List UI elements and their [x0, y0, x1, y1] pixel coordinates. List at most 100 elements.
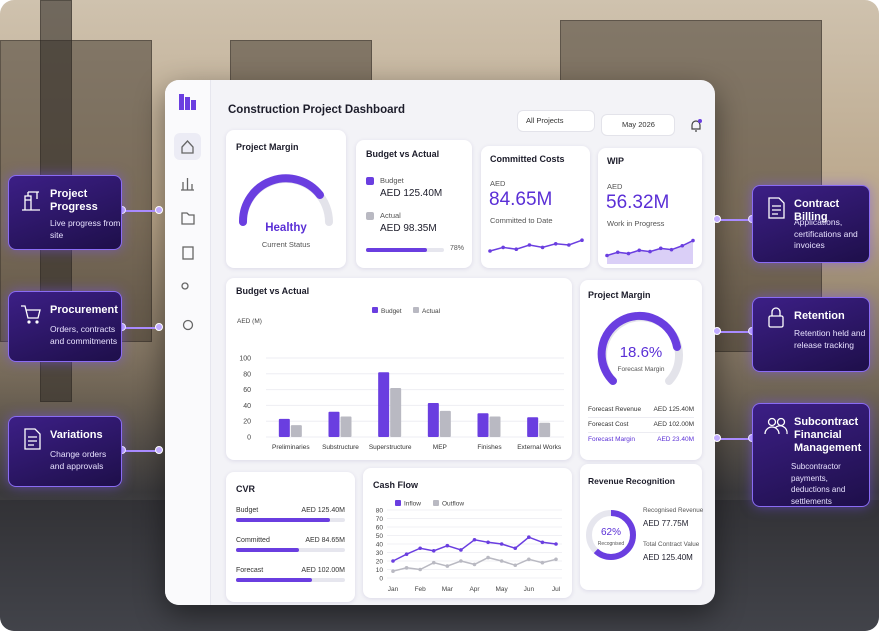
series-point: [472, 562, 477, 567]
row-value: AED 102.00M: [653, 421, 694, 428]
card-title: Revenue Recognition: [588, 476, 675, 486]
sidebar: [165, 80, 211, 605]
status-gauge: [238, 174, 333, 226]
series-point: [527, 557, 531, 562]
row-divider: [588, 432, 694, 433]
callout-text: Applications, certifications and invoice…: [794, 217, 858, 250]
bar: [477, 413, 489, 437]
cash-flow-card: Cash Flow Inflow Outflow 0 10 20 30 40 50 60 70 80 J…: [363, 468, 572, 598]
sparkline-point: [488, 249, 492, 253]
card-title: WIP: [607, 156, 624, 166]
logo: [179, 94, 196, 110]
sparkline-point: [669, 247, 674, 252]
callout-text: Live progress from site: [50, 218, 121, 240]
row-value: AED 84.65M: [305, 537, 345, 544]
y-tick-label: 80: [376, 507, 384, 514]
card-title: Project Margin: [236, 142, 299, 152]
nav-folder[interactable]: [181, 212, 195, 225]
dashboard-title: Construction Project Dashboard: [228, 104, 405, 116]
callout-title: Procurement: [50, 304, 118, 316]
nav-home[interactable]: [181, 140, 194, 154]
sparkline-point: [680, 243, 685, 248]
x-tick-label: May: [496, 586, 509, 593]
row-label: Forecast Margin: [588, 436, 635, 443]
sparkline-point: [626, 251, 631, 256]
callout-text: Retention held and release tracking: [794, 328, 866, 350]
currency: AED: [490, 179, 506, 188]
actual-label: Actual: [380, 211, 401, 220]
bar: [378, 372, 390, 437]
revenue-card: Revenue Recognition 62% Recognised Recog…: [580, 464, 704, 590]
notifications[interactable]: [688, 118, 704, 134]
project-margin-card: Project Margin Healthy Current Status: [226, 130, 346, 268]
callout-title: Variations: [50, 429, 103, 441]
donut-arc: [586, 510, 636, 560]
legend-swatch: [413, 307, 419, 313]
callout-icon: [764, 417, 788, 435]
bar: [439, 410, 451, 437]
series-point: [459, 548, 463, 552]
budget-chart: Budget vs Actual AED (M) Budget Actual 0 20 40…: [236, 286, 564, 451]
sparkline-point: [514, 247, 519, 251]
nav-tasks[interactable]: [182, 246, 194, 260]
period-filter[interactable]: May 2026: [601, 114, 675, 136]
series-point: [459, 559, 463, 563]
callout-icon: [768, 197, 785, 219]
row-label: Committed: [236, 537, 270, 544]
sparkline-point: [553, 242, 558, 246]
y-tick-label: 50: [376, 533, 384, 540]
y-tick-label: 40: [376, 541, 384, 548]
connector-dot: [155, 206, 163, 214]
project-filter[interactable]: All Projects: [517, 110, 595, 132]
caption: Work in Progress: [607, 219, 665, 228]
sparkline-point: [658, 246, 663, 251]
y-tick-label: 30: [376, 550, 384, 557]
recognition-donut: [586, 510, 636, 560]
series-point: [431, 560, 436, 565]
chart-title: Budget vs Actual: [236, 286, 309, 296]
sparkline-point: [540, 245, 545, 250]
legend-label: Budget: [381, 308, 402, 315]
card-title: CVR: [236, 484, 256, 494]
row-value: AED 23.40M: [657, 436, 694, 443]
row-divider: [588, 417, 694, 418]
nav-reports[interactable]: [181, 178, 194, 191]
callout-text: Orders, contracts and commitments: [50, 324, 118, 346]
series-point: [472, 537, 477, 542]
progress-track: [366, 248, 444, 252]
sparkline-point: [637, 248, 642, 253]
bar: [236, 548, 300, 552]
budget-label: Budget: [380, 176, 404, 185]
nav-settings[interactable]: [182, 319, 194, 331]
y-tick-label: 20: [376, 558, 384, 565]
callout: Procurement Orders, contracts and commit…: [8, 291, 122, 362]
row-label: Recognised Revenue: [643, 507, 704, 514]
x-tick-label: Preliminaries: [272, 444, 310, 451]
card-title: Budget vs Actual: [366, 149, 440, 159]
series-point: [486, 555, 490, 560]
y-axis-label: AED (M): [237, 318, 262, 325]
committed-card: Committed Costs AED 84.65M Committed to …: [481, 146, 590, 268]
y-tick-label: 0: [247, 435, 251, 442]
nav-active[interactable]: [174, 133, 201, 160]
y-tick-label: 70: [376, 516, 384, 523]
nav-users[interactable]: [181, 282, 189, 290]
actual-value: AED 98.35M: [380, 223, 437, 234]
sparkline-point: [648, 249, 652, 254]
connector: [120, 450, 160, 452]
status-caption: Current Status: [261, 240, 311, 249]
sparkline-point: [605, 253, 609, 258]
donut-caption: Recognised: [597, 541, 625, 547]
series-point: [391, 569, 395, 573]
series-point: [554, 557, 558, 562]
row-label: Forecast Cost: [588, 421, 629, 428]
caption: Committed to Date: [490, 216, 553, 225]
bar: [328, 411, 340, 437]
currency: AED: [607, 182, 623, 191]
sparkline-point: [501, 245, 505, 250]
bar: [278, 418, 290, 437]
x-tick-label: Mar: [442, 586, 454, 593]
row-label: Total Contract Value: [643, 541, 700, 548]
legend-swatch: [366, 212, 374, 220]
